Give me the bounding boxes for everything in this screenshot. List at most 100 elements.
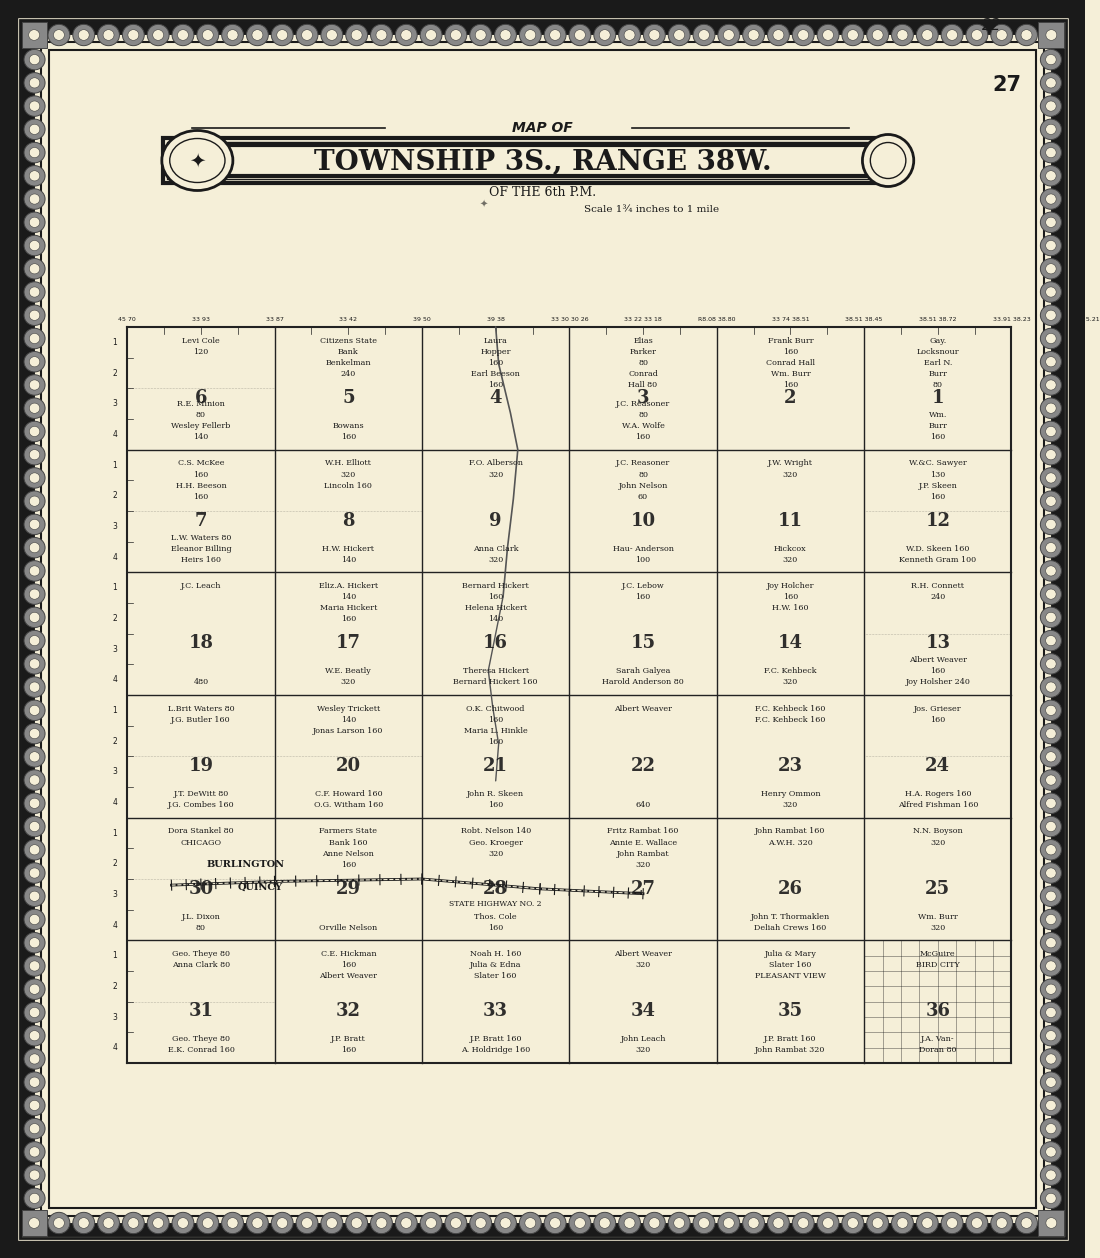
Text: 4: 4 xyxy=(112,676,118,684)
Ellipse shape xyxy=(1041,142,1062,162)
Ellipse shape xyxy=(569,24,591,45)
Text: 5: 5 xyxy=(342,389,354,408)
Ellipse shape xyxy=(301,1218,312,1228)
Text: 3: 3 xyxy=(112,889,118,898)
Text: 38.51 38.45: 38.51 38.45 xyxy=(846,317,883,322)
Ellipse shape xyxy=(1046,775,1056,785)
Text: BURLINGTON: BURLINGTON xyxy=(206,860,284,869)
Text: Wm. Burr: Wm. Burr xyxy=(770,370,811,377)
Text: 320: 320 xyxy=(783,678,798,687)
Text: Bowans: Bowans xyxy=(332,421,364,430)
Ellipse shape xyxy=(222,1213,243,1234)
Text: John Leach: John Leach xyxy=(620,1035,666,1043)
Text: QUINCY: QUINCY xyxy=(238,883,283,892)
Text: CHICAGO: CHICAGO xyxy=(180,839,221,847)
Ellipse shape xyxy=(1041,73,1062,93)
Text: A.W.H. 320: A.W.H. 320 xyxy=(768,839,813,847)
Ellipse shape xyxy=(30,1147,40,1157)
Ellipse shape xyxy=(1041,96,1062,116)
Text: F.C. Kehbeck 160: F.C. Kehbeck 160 xyxy=(756,704,826,713)
Text: Geo. Theye 80: Geo. Theye 80 xyxy=(172,1035,230,1043)
Text: Thos. Cole: Thos. Cole xyxy=(474,913,517,921)
Ellipse shape xyxy=(30,984,40,994)
Text: Julia & Mary: Julia & Mary xyxy=(764,950,816,959)
Ellipse shape xyxy=(24,677,45,697)
Text: 27: 27 xyxy=(630,879,656,898)
Ellipse shape xyxy=(420,1213,442,1234)
Text: 26: 26 xyxy=(778,879,803,898)
Ellipse shape xyxy=(1046,333,1056,343)
Text: 120: 120 xyxy=(194,348,209,356)
Ellipse shape xyxy=(1041,120,1062,140)
Text: 4: 4 xyxy=(112,1043,118,1052)
Ellipse shape xyxy=(1041,770,1062,790)
Text: 160: 160 xyxy=(194,470,209,478)
Ellipse shape xyxy=(30,868,40,878)
Ellipse shape xyxy=(1046,356,1056,367)
Ellipse shape xyxy=(98,24,120,45)
Ellipse shape xyxy=(519,24,541,45)
Text: Harold Anderson 80: Harold Anderson 80 xyxy=(602,678,684,687)
Ellipse shape xyxy=(24,863,45,883)
Ellipse shape xyxy=(345,24,367,45)
Ellipse shape xyxy=(426,30,437,40)
Text: Hickcox: Hickcox xyxy=(774,545,806,552)
Ellipse shape xyxy=(24,73,45,93)
Ellipse shape xyxy=(252,30,263,40)
Ellipse shape xyxy=(24,886,45,907)
Text: W.E. Beatly: W.E. Beatly xyxy=(326,668,371,676)
Text: W.H. Elliott: W.H. Elliott xyxy=(326,459,372,468)
Text: 2: 2 xyxy=(112,859,118,868)
Ellipse shape xyxy=(30,171,40,181)
Ellipse shape xyxy=(153,1218,164,1228)
Text: 320: 320 xyxy=(488,849,504,858)
Ellipse shape xyxy=(128,1218,139,1228)
Text: Wesley Fellerb: Wesley Fellerb xyxy=(172,421,231,430)
Ellipse shape xyxy=(1041,630,1062,650)
Ellipse shape xyxy=(1046,473,1056,483)
Text: O.G. Witham 160: O.G. Witham 160 xyxy=(314,801,383,809)
Text: Frank Burr: Frank Burr xyxy=(768,337,813,345)
Text: 28: 28 xyxy=(483,879,508,898)
Text: J.G. Butler 160: J.G. Butler 160 xyxy=(172,716,231,723)
Text: Farmers State: Farmers State xyxy=(319,828,377,835)
Ellipse shape xyxy=(371,1213,393,1234)
Ellipse shape xyxy=(1041,444,1062,465)
Ellipse shape xyxy=(30,635,40,645)
Text: 10: 10 xyxy=(630,512,656,530)
Text: 1: 1 xyxy=(112,460,118,469)
Ellipse shape xyxy=(24,1142,45,1162)
Ellipse shape xyxy=(1041,213,1062,233)
Ellipse shape xyxy=(1015,24,1037,45)
Ellipse shape xyxy=(24,515,45,535)
Ellipse shape xyxy=(30,240,40,250)
Text: 33.91 38.23: 33.91 38.23 xyxy=(992,317,1031,322)
Text: 320: 320 xyxy=(931,923,945,932)
Ellipse shape xyxy=(172,24,194,45)
Ellipse shape xyxy=(997,1218,1008,1228)
Ellipse shape xyxy=(1046,728,1056,738)
Text: 160: 160 xyxy=(488,594,504,601)
Text: 320: 320 xyxy=(341,470,356,478)
Text: Levi Cole: Levi Cole xyxy=(183,337,220,345)
Ellipse shape xyxy=(470,24,492,45)
Text: Hau- Anderson: Hau- Anderson xyxy=(613,545,673,552)
Ellipse shape xyxy=(1041,886,1062,907)
Text: Earl Beeson: Earl Beeson xyxy=(471,370,520,377)
Ellipse shape xyxy=(24,770,45,790)
Ellipse shape xyxy=(1041,49,1062,70)
Text: Kenneth Gram 100: Kenneth Gram 100 xyxy=(899,556,977,564)
Text: Geo. Kroeger: Geo. Kroeger xyxy=(469,839,522,847)
Text: PLEASANT VIEW: PLEASANT VIEW xyxy=(755,972,826,980)
Text: ✦: ✦ xyxy=(480,200,487,210)
Ellipse shape xyxy=(644,24,666,45)
Text: W.&C. Sawyer: W.&C. Sawyer xyxy=(909,459,967,468)
Ellipse shape xyxy=(30,287,40,297)
Text: 100: 100 xyxy=(636,556,650,564)
Ellipse shape xyxy=(301,30,312,40)
Text: 1: 1 xyxy=(112,951,118,960)
Text: Annie E. Wallace: Annie E. Wallace xyxy=(609,839,678,847)
Ellipse shape xyxy=(222,24,243,45)
Ellipse shape xyxy=(24,351,45,372)
Ellipse shape xyxy=(842,1213,864,1234)
